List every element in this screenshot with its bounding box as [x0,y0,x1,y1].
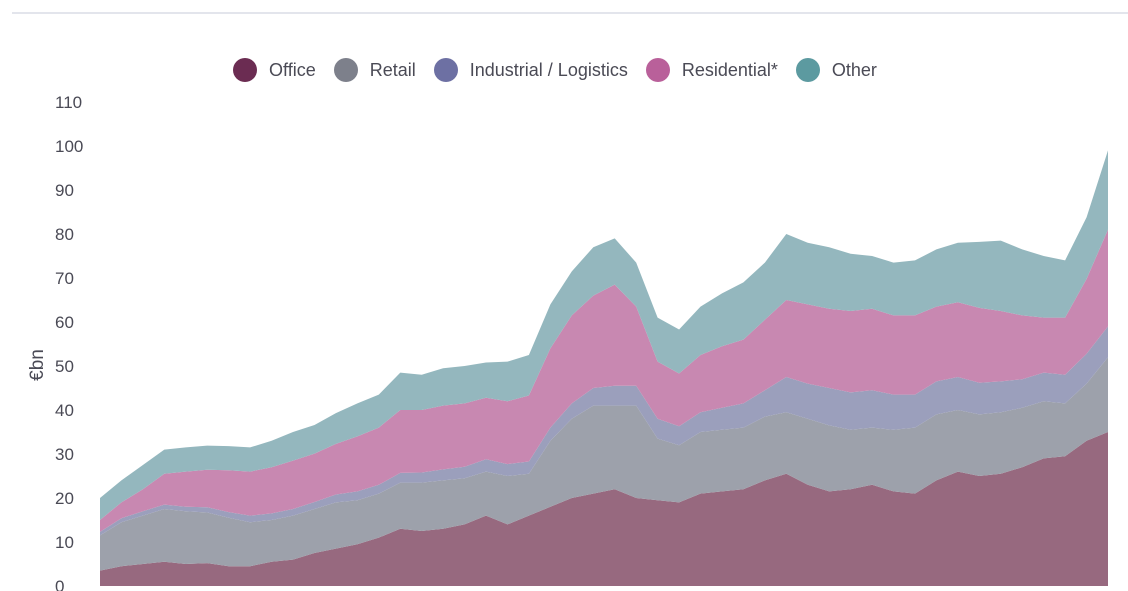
y-tick-label-20: 20 [55,489,74,508]
y-axis: 0 10 20 30 40 50 60 70 80 90 100 110 [55,93,83,591]
legend-item-office[interactable]: Office [233,58,316,82]
y-tick-label-0: 0 [55,577,64,591]
chart-legend: Office Retail Industrial / Logistics Res… [0,58,1128,82]
legend-swatch-residential [645,58,670,82]
legend-label-retail: Retail [369,59,416,80]
legend-item-industrial-logistics[interactable]: Industrial / Logistics [433,58,628,82]
area-series-group [100,150,1108,586]
legend-label-residential: Residential* [681,59,778,80]
y-tick-label-40: 40 [55,401,74,420]
area-series-retail [100,357,1108,571]
area-series-residential [100,229,1108,532]
legend-label-industrial-logistics: Industrial / Logistics [469,59,628,80]
legend-item-residential[interactable]: Residential* [645,58,778,82]
y-tick-label-110: 110 [55,93,82,112]
y-tick-label-10: 10 [55,533,74,552]
y-tick-label-60: 60 [55,313,74,332]
y-tick-label-90: 90 [55,181,74,200]
area-series-office [100,432,1108,586]
legend-label-other: Other [831,59,877,80]
legend-item-retail[interactable]: Retail [333,58,416,82]
legend-swatch-industrial-logistics [433,58,458,82]
y-tick-label-30: 30 [55,445,74,464]
area-series-other [100,150,1108,520]
y-tick-label-100: 100 [55,137,83,156]
legend-swatch-office [233,58,258,82]
top-divider [12,12,1128,14]
legend-label-office: Office [269,59,316,80]
legend-swatch-other [795,58,820,82]
y-axis-label: €bn [27,349,48,381]
y-tick-label-70: 70 [55,269,74,288]
y-tick-label-80: 80 [55,225,74,244]
y-tick-label-50: 50 [55,357,74,376]
legend-swatch-retail [333,58,358,82]
legend-item-other[interactable]: Other [795,58,877,82]
